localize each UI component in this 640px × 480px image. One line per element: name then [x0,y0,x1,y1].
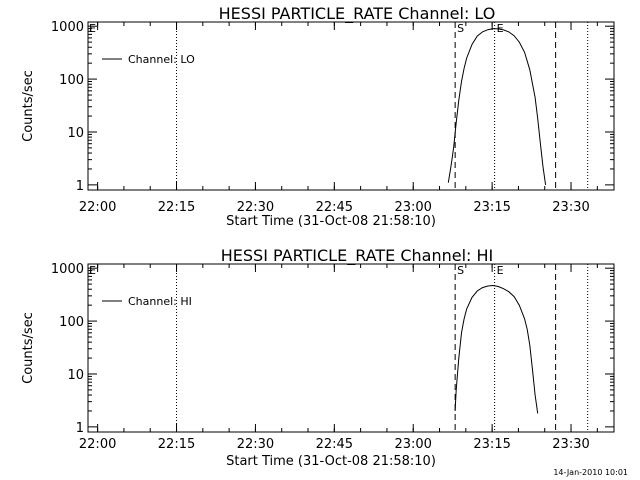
chart-title: HESSI PARTICLE_RATE Channel: HI [221,246,494,266]
y-tick-label: 1 [76,179,84,194]
chart-panel-2: HESSI PARTICLE_RATE Channel: HI 22:00 22:1… [21,246,615,469]
x-tick-label: 22:15 [158,200,195,215]
x-axis-label: Start Time (31-Oct-08 21:58:10) [226,454,436,469]
y-tick-label: 1 [76,421,84,436]
x-tick-label: 22:45 [316,200,353,215]
x-tick-label: 23:30 [552,437,589,452]
corner-marker-e: E [89,22,96,35]
chart-panel-1: HESSI PARTICLE_RATE Channel: LO 22:00 22:1… [21,4,615,229]
x-tick-label: 22:45 [316,437,353,452]
x-tick-label: 22:00 [79,437,116,452]
legend: Channel: LO [102,53,195,66]
x-tick-label: 22:00 [79,200,116,215]
x-axis-label: Start Time (31-Oct-08 21:58:10) [226,214,436,229]
x-axis: 22:00 22:15 22:30 22:45 23:00 23:15 23:30 [79,22,598,215]
marker-label-s: S [457,264,464,277]
y-tick-label: 1000 [51,262,84,277]
x-tick-label: 23:15 [473,200,510,215]
x-tick-label: 22:30 [237,200,274,215]
reference-lines [176,264,589,432]
reference-lines [176,22,589,190]
y-tick-label: 10 [67,126,84,141]
y-axis-label: Counts/sec [21,312,36,384]
x-tick-label: 23:00 [394,200,431,215]
marker-label-e: E [497,22,504,35]
plot-frame [87,263,615,433]
plot-frame [87,21,615,191]
series-line [447,28,547,185]
footer-timestamp: 14-Jan-2010 10:01 [553,468,628,477]
y-axis: 1 10 100 1000 [51,20,614,194]
y-tick-label: 100 [59,315,84,330]
x-tick-label: 23:30 [552,200,589,215]
legend: Channel: HI [102,295,192,308]
legend-label: Channel: LO [128,53,195,66]
x-tick-label: 22:15 [158,437,195,452]
legend-label: Channel: HI [128,295,192,308]
y-axis-label: Counts/sec [21,70,36,142]
x-tick-label: 22:30 [237,437,274,452]
x-tick-label: 23:15 [473,437,510,452]
y-axis: 1 10 100 1000 [51,262,614,436]
y-tick-label: 10 [67,368,84,383]
marker-label-s: S [457,22,464,35]
y-tick-label: 100 [59,73,84,88]
marker-label-e: E [497,264,504,277]
x-axis: 22:00 22:15 22:30 22:45 23:00 23:15 23:30 [79,264,598,452]
series-line [454,284,539,414]
x-tick-label: 23:00 [394,437,431,452]
corner-marker-e: E [89,264,96,277]
y-tick-label: 1000 [51,20,84,35]
chart-title: HESSI PARTICLE_RATE Channel: LO [219,4,496,24]
